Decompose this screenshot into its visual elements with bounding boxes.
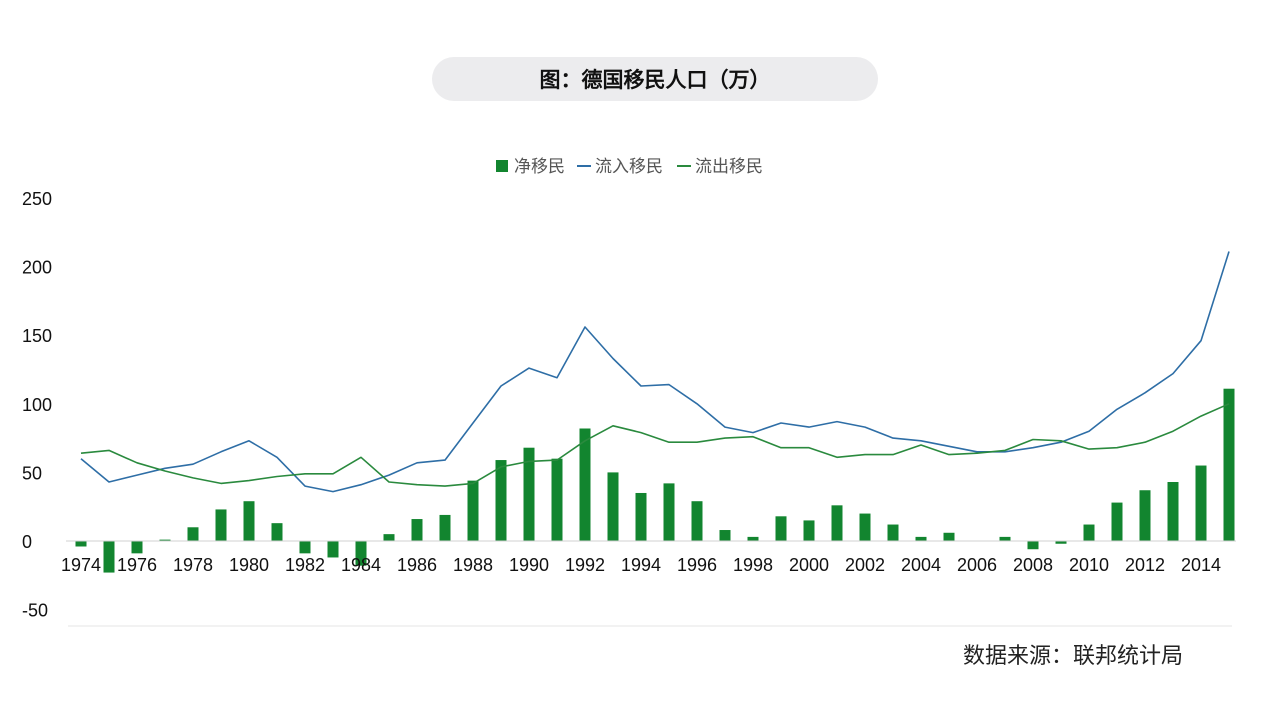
x-tick-label: 1974 <box>61 555 101 575</box>
net-migration-bar <box>215 509 227 541</box>
net-migration-bar <box>187 527 199 541</box>
legend-outflow-label: 流出移民 <box>695 157 763 177</box>
y-tick-label: 150 <box>22 326 52 346</box>
net-migration-bar <box>383 534 395 541</box>
legend: 净移民 流入移民 流出移民 <box>496 157 763 177</box>
net-migration-bar <box>299 541 311 554</box>
x-tick-label: 1980 <box>229 555 269 575</box>
net-migration-bar <box>943 532 955 541</box>
legend-net-label: 净移民 <box>514 157 565 177</box>
x-tick-label: 1982 <box>285 555 325 575</box>
x-tick-label: 1990 <box>509 555 549 575</box>
inflow-line <box>80 251 1230 493</box>
net-migration-bar <box>579 428 591 541</box>
y-tick-label: 250 <box>22 189 52 209</box>
y-tick-label: 100 <box>22 395 52 415</box>
x-tick-label: 1994 <box>621 555 661 575</box>
y-axis: -50 0 50 100 150 200 250 <box>22 189 52 621</box>
x-axis: 1974 1976 1978 1980 1982 1984 1986 1988 1990 1992… <box>61 540 1236 575</box>
net-migration-bar <box>327 541 339 558</box>
legend-inflow-label: 流入移民 <box>595 157 663 177</box>
net-migration-bar <box>775 516 787 541</box>
net-migration-bar <box>635 492 647 541</box>
net-migration-bar <box>747 536 759 541</box>
net-migration-bar <box>803 520 815 541</box>
y-tick-label: -50 <box>22 601 48 621</box>
net-migration-bar <box>103 541 115 573</box>
x-tick-label: 1992 <box>565 555 605 575</box>
x-tick-label: 1998 <box>733 555 773 575</box>
net-migration-bar <box>1195 465 1207 541</box>
x-tick-label: 1988 <box>453 555 493 575</box>
x-tick-label: 2000 <box>789 555 829 575</box>
net-migration-bar <box>1111 502 1123 541</box>
net-migration-bar <box>467 480 479 541</box>
x-tick-label: 1978 <box>173 555 213 575</box>
net-migration-bar <box>831 505 843 541</box>
source-note: 数据来源：联邦统计局 <box>963 644 1184 669</box>
net-migration-bar <box>663 483 675 541</box>
net-migration-bar <box>523 447 535 541</box>
net-migration-bar <box>1139 490 1151 541</box>
net-migration-bar <box>355 541 367 566</box>
legend-net-swatch <box>496 160 508 172</box>
chart-title: 图：德国移民人口（万） <box>432 57 878 101</box>
y-tick-label: 50 <box>22 463 42 483</box>
x-tick-label: 2014 <box>1181 555 1221 575</box>
x-tick-label: 1986 <box>397 555 437 575</box>
y-tick-label: 200 <box>22 258 52 278</box>
x-tick-label: 2008 <box>1013 555 1053 575</box>
x-tick-label: 1984 <box>341 555 381 575</box>
x-tick-label: 2012 <box>1125 555 1165 575</box>
outflow-line <box>80 403 1230 487</box>
net-migration-bar <box>439 514 451 541</box>
net-migration-bar <box>159 539 171 541</box>
net-migration-bar <box>1027 541 1039 550</box>
net-migration-bar <box>999 536 1011 541</box>
migration-lines <box>80 251 1230 493</box>
x-tick-label: 2002 <box>845 555 885 575</box>
net-migration-bars <box>75 388 1235 573</box>
net-migration-bar <box>887 524 899 541</box>
net-migration-bar <box>131 541 143 554</box>
net-migration-bar <box>1083 524 1095 541</box>
net-migration-bar <box>719 530 731 541</box>
net-migration-bar <box>915 536 927 541</box>
net-migration-bar <box>495 460 507 541</box>
x-tick-label: 2006 <box>957 555 997 575</box>
x-tick-label: 1976 <box>117 555 157 575</box>
net-migration-bar <box>859 513 871 541</box>
net-migration-bar <box>75 541 87 547</box>
net-migration-bar <box>1167 482 1179 541</box>
net-migration-bar <box>243 501 255 541</box>
net-migration-bar <box>411 519 423 541</box>
net-migration-bar <box>691 501 703 541</box>
net-migration-bar <box>607 472 619 541</box>
net-migration-bar <box>551 458 563 541</box>
net-migration-bar <box>1055 541 1067 544</box>
net-migration-bar <box>1223 388 1235 541</box>
x-tick-label: 2010 <box>1069 555 1109 575</box>
y-tick-label: 0 <box>22 532 32 552</box>
x-tick-label: 1996 <box>677 555 717 575</box>
net-migration-bar <box>271 523 283 541</box>
x-tick-label: 2004 <box>901 555 941 575</box>
